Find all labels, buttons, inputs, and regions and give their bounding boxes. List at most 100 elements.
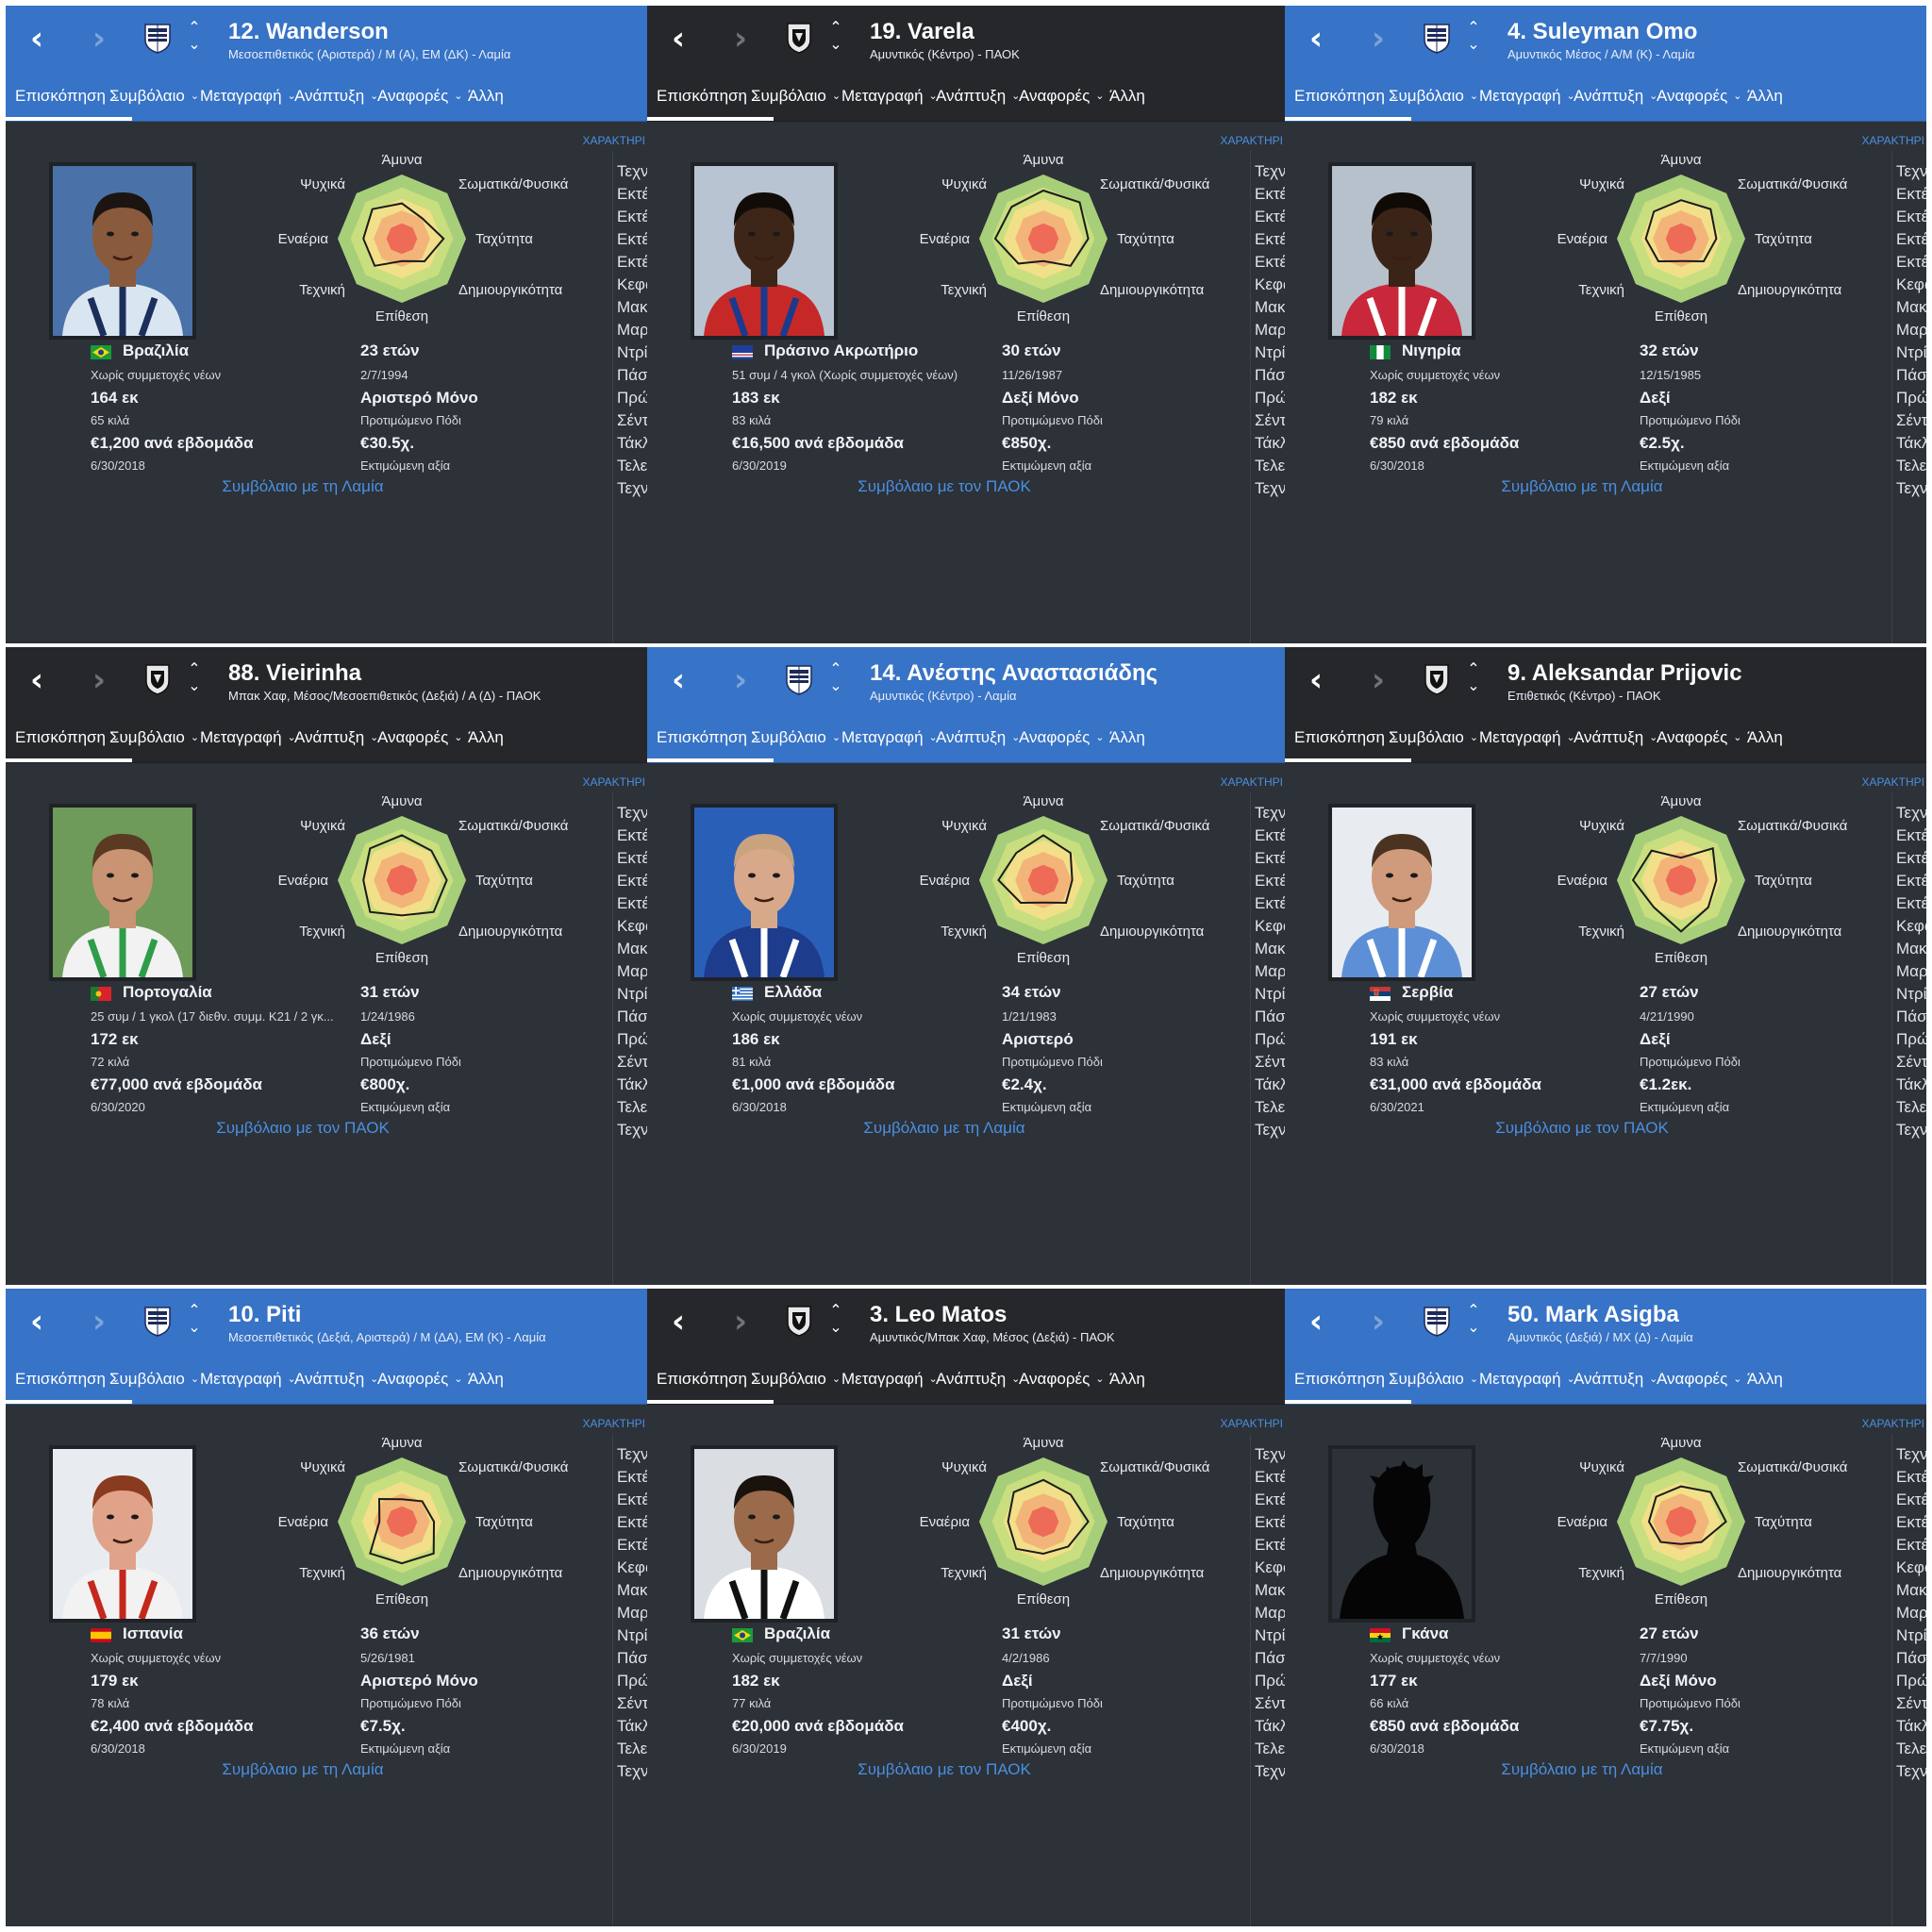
tab-item[interactable]: Συμβόλαιο ⌄ [109, 728, 200, 746]
back-arrow-icon[interactable]: ‹ [30, 20, 44, 58]
characteristic-item[interactable]: Πάσες [617, 1649, 647, 1667]
player-switch-icon[interactable]: ⌃ ⌄ [188, 18, 201, 53]
characteristic-item[interactable]: Τάκλιν [1255, 1717, 1285, 1735]
nationality[interactable]: Ελλάδα [764, 983, 823, 1001]
characteristic-item[interactable]: Τάκλιν [617, 1717, 647, 1735]
characteristic-item[interactable]: Εκτέλεσ [617, 230, 647, 248]
tab-item[interactable]: Συμβόλαιο ⌄ [751, 1370, 841, 1388]
characteristic-item[interactable]: Μαρκάρ [617, 1604, 647, 1622]
contract-link[interactable]: Συμβόλαιο με τον ΠΑΟΚ [858, 1760, 1031, 1778]
tab-item[interactable]: Αναφορές ⌄ [1657, 1370, 1742, 1388]
characteristic-item[interactable]: Τεχνική [617, 162, 647, 180]
player-switch-icon[interactable]: ⌃ ⌄ [829, 659, 842, 694]
characteristic-item[interactable]: Τελειώμ [617, 1740, 647, 1757]
contract-link[interactable]: Συμβόλαιο με τη Λαμία [863, 1119, 1025, 1137]
tab-item[interactable]: Συμβόλαιο ⌄ [109, 1370, 200, 1388]
characteristic-item[interactable]: Μαρκάρ [617, 321, 647, 339]
tab-item[interactable]: Άλλη [468, 87, 504, 105]
characteristic-item[interactable]: Τεχνική [1896, 1762, 1926, 1780]
nationality[interactable]: Πράσινο Ακρωτήριο [764, 341, 919, 359]
characteristic-item[interactable]: Τεχνική [1255, 804, 1285, 822]
contract-link[interactable]: Συμβόλαιο με τη Λαμία [1501, 477, 1663, 495]
characteristic-item[interactable]: Κεφαλιέ [1896, 275, 1926, 293]
tab-item[interactable]: Άλλη [1747, 87, 1783, 105]
characteristic-item[interactable]: Εκτέλεσ [617, 1536, 647, 1554]
characteristic-item[interactable]: Εκτέλεσ [1896, 208, 1926, 225]
characteristic-item[interactable]: Μακρινά [617, 1581, 647, 1599]
tab-item[interactable]: Άλλη [1747, 1370, 1783, 1388]
tab-item[interactable]: Μεταγραφή ⌄ [1479, 728, 1575, 746]
tab-item[interactable]: Ανάπτυξη ⌄ [936, 1370, 1021, 1388]
characteristic-item[interactable]: Τεχνική [617, 1762, 647, 1780]
characteristic-item[interactable]: Εκτέλεσ [1255, 894, 1285, 912]
tab-item[interactable]: Αναφορές ⌄ [1019, 1370, 1105, 1388]
tab-item[interactable]: Άλλη [1109, 87, 1145, 105]
characteristic-item[interactable]: Εκτέλεσ [1255, 826, 1285, 844]
tab-item[interactable]: Αναφορές ⌄ [377, 728, 463, 746]
characteristic-item[interactable]: Πάσες [1896, 1008, 1926, 1025]
tab-item[interactable]: Επισκόπηση ⌄ [15, 1370, 121, 1388]
characteristic-item[interactable]: Ντρίμπλ [617, 985, 647, 1003]
characteristic-item[interactable]: Εκτέλεσ [1896, 1491, 1926, 1508]
forward-arrow-icon[interactable]: › [734, 1303, 748, 1341]
characteristic-item[interactable]: Πρώτη Ε [617, 1030, 647, 1048]
characteristic-item[interactable]: Πρώτη Ε [1255, 1030, 1285, 1048]
characteristic-item[interactable]: Πρώτη Ε [617, 1672, 647, 1690]
characteristic-item[interactable]: Εκτέλεσ [1255, 1468, 1285, 1486]
tab-item[interactable]: Άλλη [468, 728, 504, 746]
characteristic-item[interactable]: Κεφαλιέ [1896, 917, 1926, 935]
characteristic-item[interactable]: Κεφαλιέ [617, 1558, 647, 1576]
tab-item[interactable]: Επισκόπηση ⌄ [1294, 728, 1400, 746]
tab-item[interactable]: Συμβόλαιο ⌄ [751, 728, 841, 746]
forward-arrow-icon[interactable]: › [1372, 1303, 1386, 1341]
tab-item[interactable]: Άλλη [1747, 728, 1783, 746]
characteristic-item[interactable]: Μαρκάρ [1255, 1604, 1285, 1622]
characteristic-item[interactable]: Εκτέλεσ [617, 1513, 647, 1531]
characteristic-item[interactable]: Εκτέλεσ [617, 1491, 647, 1508]
characteristic-item[interactable]: Τάκλιν [1255, 434, 1285, 452]
characteristic-item[interactable]: Εκτέλεσ [617, 185, 647, 203]
characteristic-item[interactable]: Μαρκάρ [1896, 321, 1926, 339]
characteristic-item[interactable]: Σέντρα [617, 1694, 647, 1712]
back-arrow-icon[interactable]: ‹ [1309, 661, 1324, 699]
characteristic-item[interactable]: Μακρινά [617, 940, 647, 958]
tab-item[interactable]: Μεταγραφή ⌄ [841, 728, 938, 746]
characteristic-item[interactable]: Εκτέλεσ [617, 826, 647, 844]
back-arrow-icon[interactable]: ‹ [1309, 20, 1324, 58]
characteristic-item[interactable]: Τάκλιν [617, 1075, 647, 1093]
characteristic-item[interactable]: Πάσες [1255, 366, 1285, 384]
characteristic-item[interactable]: Τεχνική [1896, 804, 1926, 822]
characteristic-item[interactable]: Τεχνική [1896, 1445, 1926, 1463]
characteristic-item[interactable]: Εκτέλεσ [1896, 253, 1926, 271]
characteristic-item[interactable]: Πάσες [1255, 1008, 1285, 1025]
nationality[interactable]: Βραζιλία [764, 1624, 831, 1642]
characteristic-item[interactable]: Κεφαλιέ [1255, 917, 1285, 935]
contract-link[interactable]: Συμβόλαιο με τη Λαμία [1501, 1760, 1663, 1778]
characteristic-item[interactable]: Σέντρα [1896, 411, 1926, 429]
characteristic-item[interactable]: Τεχνική [1896, 162, 1926, 180]
nationality[interactable]: Γκάνα [1402, 1624, 1449, 1642]
characteristic-item[interactable]: Εκτέλεσ [1896, 185, 1926, 203]
characteristic-item[interactable]: Πρώτη Ε [617, 389, 647, 407]
characteristic-item[interactable]: Μακρινά [1255, 940, 1285, 958]
characteristic-item[interactable]: Πάσες [617, 1008, 647, 1025]
characteristic-item[interactable]: Ντρίμπλ [617, 343, 647, 361]
characteristic-item[interactable]: Μαρκάρ [617, 962, 647, 980]
tab-item[interactable]: Ανάπτυξη ⌄ [1574, 728, 1658, 746]
characteristic-item[interactable]: Πάσες [1255, 1649, 1285, 1667]
player-switch-icon[interactable]: ⌃ ⌄ [1467, 659, 1480, 694]
tab-item[interactable]: Επισκόπηση ⌄ [1294, 1370, 1400, 1388]
forward-arrow-icon[interactable]: › [92, 1303, 107, 1341]
tab-item[interactable]: Ανάπτυξη ⌄ [294, 87, 379, 105]
player-switch-icon[interactable]: ⌃ ⌄ [188, 659, 201, 694]
characteristic-item[interactable]: Τελειώμ [1896, 1098, 1926, 1116]
characteristic-item[interactable]: Εκτέλεσ [1255, 849, 1285, 867]
characteristic-item[interactable]: Τεχνική [1255, 162, 1285, 180]
characteristic-item[interactable]: Πρώτη Ε [1255, 1672, 1285, 1690]
tab-item[interactable]: Επισκόπηση ⌄ [15, 87, 121, 105]
characteristic-item[interactable]: Εκτέλεσ [617, 894, 647, 912]
tab-item[interactable]: Αναφορές ⌄ [377, 87, 463, 105]
characteristic-item[interactable]: Ντρίμπλ [1896, 1626, 1926, 1644]
tab-item[interactable]: Αναφορές ⌄ [1657, 728, 1742, 746]
characteristic-item[interactable]: Μαρκάρ [1896, 962, 1926, 980]
